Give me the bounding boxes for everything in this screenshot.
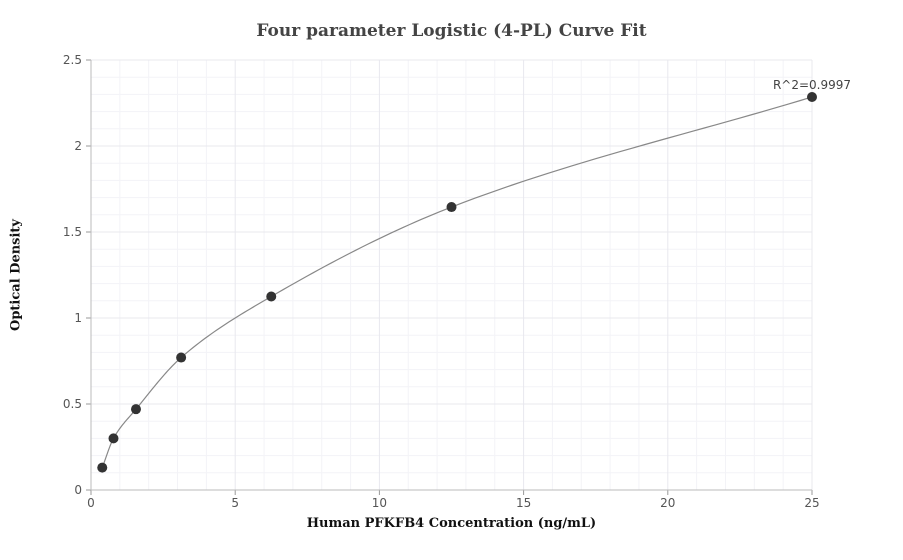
data-point (176, 352, 187, 363)
data-point (108, 433, 119, 444)
chart-title: Four parameter Logistic (4-PL) Curve Fit (256, 21, 647, 41)
y-tick-label: 2.5 (63, 53, 82, 67)
x-tick-label: 10 (372, 496, 387, 510)
data-point (807, 91, 817, 102)
y-tick-label: 1 (74, 311, 82, 325)
fit-curve (101, 96, 813, 468)
y-tick-label: 0 (74, 483, 82, 497)
data-point (130, 404, 141, 415)
x-tick-label: 15 (516, 496, 531, 510)
x-tick-label: 25 (804, 496, 819, 510)
y-tick-label: 1.5 (63, 225, 82, 239)
r-squared-annotation: R^2=0.9997 (773, 78, 851, 92)
x-tick-label: 0 (87, 496, 95, 510)
x-tick-label: 5 (231, 496, 239, 510)
y-tick-label: 2 (74, 139, 82, 153)
y-tick-label: 0.5 (63, 397, 82, 411)
y-axis-label: Optical Density (8, 219, 24, 331)
data-point (446, 202, 457, 213)
x-tick-label: 20 (660, 496, 675, 510)
data-point (266, 291, 277, 302)
data-point (97, 462, 108, 473)
x-axis-label: Human PFKFB4 Concentration (ng/mL) (306, 516, 597, 531)
